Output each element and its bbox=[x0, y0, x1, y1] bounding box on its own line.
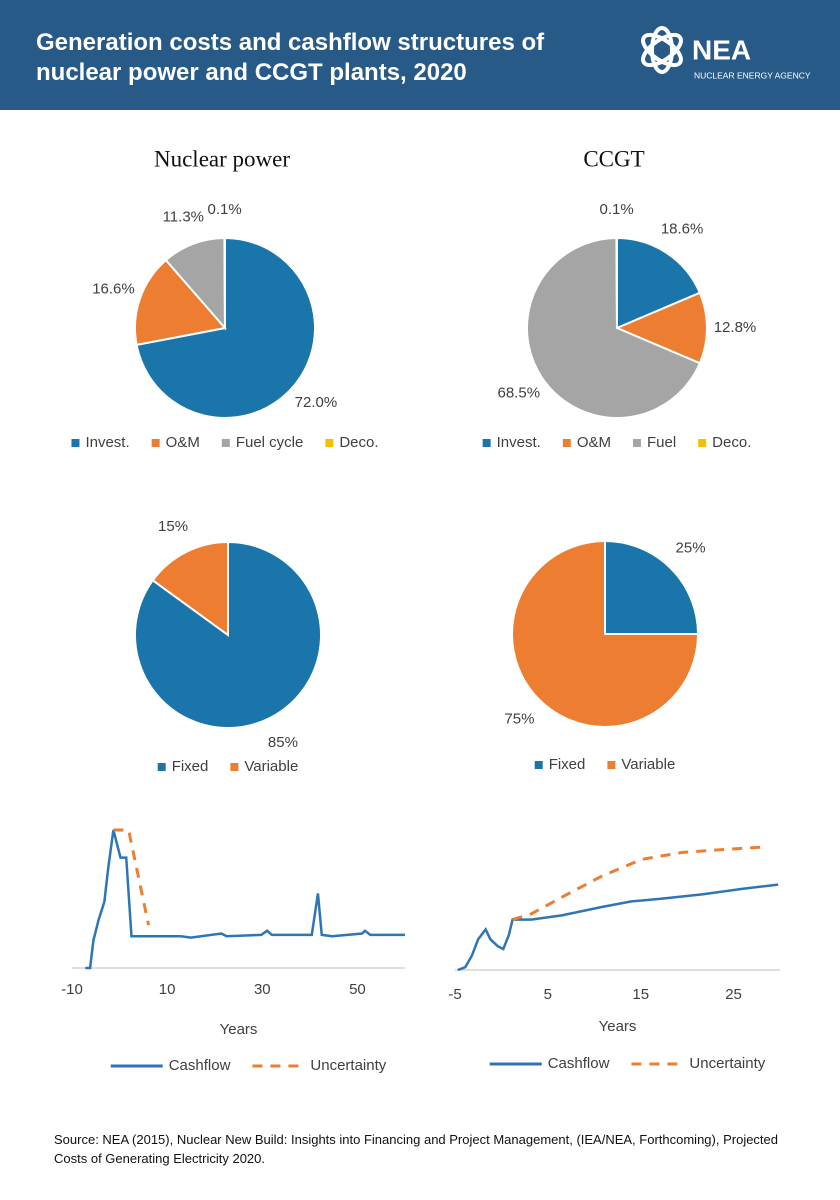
legend-swatch bbox=[534, 761, 543, 769]
x-tick-label: -5 bbox=[448, 986, 461, 1003]
legend-label: Uncertainty bbox=[689, 1055, 765, 1072]
data-label: 68.5% bbox=[498, 384, 541, 401]
legend-label: Fuel cycle bbox=[236, 434, 304, 451]
legend-label: O&M bbox=[166, 434, 200, 451]
x-tick-label: 25 bbox=[725, 986, 742, 1003]
x-tick-label: 10 bbox=[159, 981, 176, 998]
line-series bbox=[113, 828, 151, 926]
x-tick-label: 15 bbox=[632, 986, 649, 1003]
legend-swatch bbox=[221, 439, 230, 447]
pie-slice bbox=[616, 236, 702, 330]
legend-label: Uncertainty bbox=[310, 1057, 386, 1074]
line-series bbox=[457, 883, 779, 972]
legend-swatch bbox=[157, 763, 166, 771]
legend-label: Variable bbox=[244, 758, 298, 775]
source-note: Source: NEA (2015), Nuclear New Build: I… bbox=[54, 1132, 779, 1166]
pie-slice bbox=[164, 236, 227, 331]
data-label: 0.1% bbox=[600, 201, 634, 218]
column-title: Nuclear power bbox=[154, 146, 290, 171]
data-label: 75% bbox=[504, 711, 534, 728]
legend-swatch bbox=[562, 439, 571, 447]
legend-label: Cashflow bbox=[169, 1057, 231, 1074]
x-tick-label: 30 bbox=[254, 981, 271, 998]
x-tick-label: -10 bbox=[61, 981, 83, 998]
legend-swatch bbox=[632, 439, 641, 447]
legend-swatch bbox=[71, 439, 80, 447]
legend-swatch bbox=[482, 439, 491, 447]
x-axis-label: Years bbox=[220, 1021, 258, 1038]
data-label: 15% bbox=[158, 518, 188, 535]
legend-label: Cashflow bbox=[548, 1055, 610, 1072]
legend-label: Fixed bbox=[172, 758, 209, 775]
page-title: Generation costs and cashflow structures… bbox=[36, 29, 545, 86]
pie-slice bbox=[151, 540, 229, 637]
legend-label: Fixed bbox=[549, 756, 586, 773]
pie-slice bbox=[526, 236, 702, 419]
legend-label: Deco. bbox=[712, 434, 751, 451]
data-label: 0.1% bbox=[208, 201, 242, 218]
legend-swatch bbox=[698, 439, 707, 447]
header: Generation costs and cashflow structures… bbox=[0, 0, 840, 110]
pie-slice bbox=[511, 539, 700, 728]
legend-swatch bbox=[607, 761, 616, 769]
pie-slice bbox=[223, 236, 226, 329]
legend-swatch bbox=[151, 439, 160, 447]
legend-swatch bbox=[230, 763, 239, 771]
x-tick-label: 5 bbox=[544, 986, 552, 1003]
data-label: 12.8% bbox=[714, 319, 757, 336]
legend-label: Variable bbox=[621, 756, 675, 773]
line-series bbox=[85, 829, 405, 970]
agency-name: NUCLEAR ENERGY AGENCY bbox=[694, 70, 811, 80]
legend-label: Invest. bbox=[497, 434, 541, 451]
line-series bbox=[512, 845, 769, 922]
logo: NEA NUCLEAR ENERGY AGENCY bbox=[641, 26, 811, 80]
legend-swatch bbox=[325, 439, 334, 447]
legend-label: O&M bbox=[577, 434, 611, 451]
data-label: 85% bbox=[268, 734, 298, 751]
data-label: 16.6% bbox=[92, 280, 135, 297]
legend-label: Invest. bbox=[85, 434, 129, 451]
pie-slice bbox=[604, 539, 700, 635]
logo-text: NEA bbox=[692, 34, 751, 65]
x-tick-label: 50 bbox=[349, 981, 366, 998]
legend-label: Fuel bbox=[647, 434, 676, 451]
pie-slice bbox=[134, 258, 227, 347]
data-label: 18.6% bbox=[661, 221, 704, 238]
pie-slice bbox=[615, 236, 618, 329]
data-label: 25% bbox=[676, 539, 706, 556]
column-title: CCGT bbox=[583, 146, 644, 171]
data-label: 72.0% bbox=[295, 394, 338, 411]
data-label: 11.3% bbox=[163, 209, 204, 226]
legend-label: Deco. bbox=[339, 434, 378, 451]
pie-slice bbox=[614, 291, 708, 365]
x-axis-label: Years bbox=[599, 1018, 637, 1035]
